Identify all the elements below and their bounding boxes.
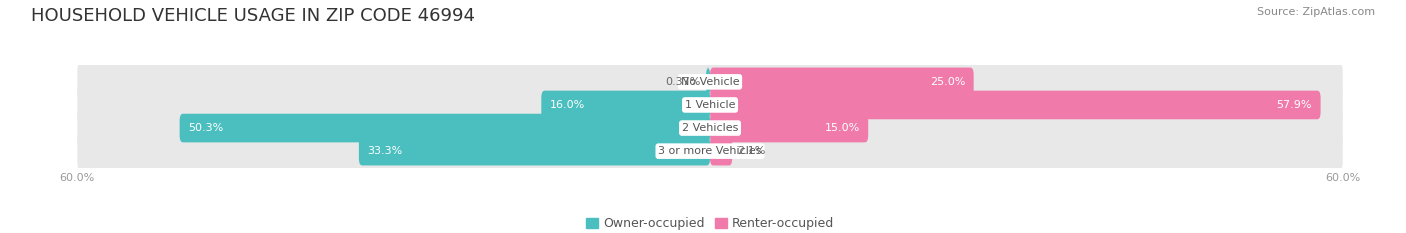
Text: No Vehicle: No Vehicle: [681, 77, 740, 87]
Text: 1 Vehicle: 1 Vehicle: [685, 100, 735, 110]
Text: 57.9%: 57.9%: [1277, 100, 1312, 110]
Text: 50.3%: 50.3%: [188, 123, 224, 133]
FancyBboxPatch shape: [359, 137, 710, 165]
Text: 15.0%: 15.0%: [824, 123, 860, 133]
FancyBboxPatch shape: [710, 68, 974, 96]
Text: 25.0%: 25.0%: [929, 77, 966, 87]
FancyBboxPatch shape: [710, 114, 869, 142]
Text: Source: ZipAtlas.com: Source: ZipAtlas.com: [1257, 7, 1375, 17]
FancyBboxPatch shape: [77, 108, 1343, 148]
FancyBboxPatch shape: [77, 85, 1343, 125]
Text: 2 Vehicles: 2 Vehicles: [682, 123, 738, 133]
FancyBboxPatch shape: [710, 91, 1320, 119]
FancyBboxPatch shape: [77, 62, 1343, 102]
Text: HOUSEHOLD VEHICLE USAGE IN ZIP CODE 46994: HOUSEHOLD VEHICLE USAGE IN ZIP CODE 4699…: [31, 7, 475, 25]
Text: 33.3%: 33.3%: [367, 146, 402, 156]
Text: 16.0%: 16.0%: [550, 100, 585, 110]
FancyBboxPatch shape: [77, 131, 1343, 171]
Text: 3 or more Vehicles: 3 or more Vehicles: [658, 146, 762, 156]
FancyBboxPatch shape: [180, 114, 710, 142]
FancyBboxPatch shape: [541, 91, 710, 119]
Text: 2.1%: 2.1%: [738, 146, 766, 156]
FancyBboxPatch shape: [710, 137, 733, 165]
Legend: Owner-occupied, Renter-occupied: Owner-occupied, Renter-occupied: [581, 212, 839, 233]
Text: 0.37%: 0.37%: [665, 77, 700, 87]
FancyBboxPatch shape: [706, 68, 710, 96]
